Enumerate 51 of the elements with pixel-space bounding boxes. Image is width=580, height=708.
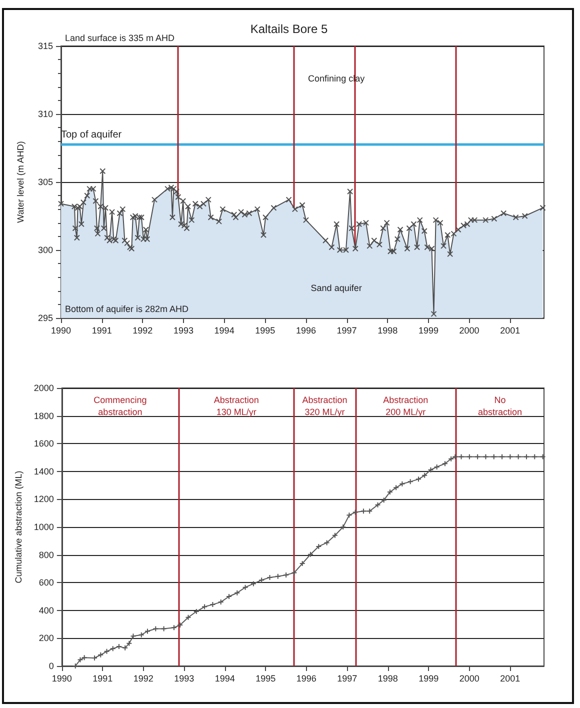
x-tick-label: 1996 xyxy=(296,674,316,684)
x-tick-label: 1991 xyxy=(92,326,112,336)
x-tick-label: 1997 xyxy=(336,326,357,336)
annotation: Abstraction 130 ML/yr xyxy=(214,395,259,417)
annotation: Abstraction 200 ML/yr xyxy=(383,395,428,417)
x-tick-label: 1992 xyxy=(132,326,153,336)
chart-title: Kaltails Bore 5 xyxy=(250,22,328,36)
y-tick-label: 315 xyxy=(38,41,53,51)
x-tick-label: 1997 xyxy=(337,674,358,684)
x-tick-label: 1995 xyxy=(255,326,276,336)
x-tick-label: 2000 xyxy=(459,326,480,336)
y-axis-title: Water level (m AHD) xyxy=(16,141,26,223)
x-tick-label: 1998 xyxy=(378,674,398,684)
x-tick-label: 1993 xyxy=(174,674,194,684)
y-tick-label: 400 xyxy=(38,605,54,616)
y-axis-title: Cumulative abstraction (ML) xyxy=(14,470,24,584)
y-tick-label: 310 xyxy=(38,109,53,119)
annotation: Commencing abstraction xyxy=(94,395,147,417)
text: Land surface is 335 m AHD xyxy=(65,33,176,43)
x-tick-label: 1998 xyxy=(378,326,398,336)
y-tick-label: 305 xyxy=(38,177,53,187)
y-tick-label: 200 xyxy=(38,633,54,644)
x-tick-label: 1994 xyxy=(214,674,235,684)
y-tick-label: 295 xyxy=(38,313,53,323)
annotation: No abstraction xyxy=(478,395,522,417)
y-tick-label: 0 xyxy=(48,661,54,671)
x-tick-label: 2001 xyxy=(500,326,520,336)
y-tick-label: 2000 xyxy=(34,383,54,393)
x-tick-label: 1993 xyxy=(173,326,194,336)
x-tick-label: 1996 xyxy=(296,326,316,336)
x-tick-label: 2001 xyxy=(500,674,520,684)
annotation: Bottom of aquifer is 282m AHD xyxy=(65,304,190,314)
x-tick-label: 1990 xyxy=(52,674,72,684)
annotation: Sand aquifer xyxy=(310,283,362,294)
y-tick-label: 1000 xyxy=(34,522,54,532)
x-tick-label: 1995 xyxy=(256,674,276,684)
y-tick-label: 600 xyxy=(38,578,54,588)
y-tick-label: 1600 xyxy=(34,438,54,449)
x-tick-label: 1999 xyxy=(418,326,438,336)
y-tick-label: 1800 xyxy=(34,410,54,421)
x-tick-label: 2000 xyxy=(459,674,480,684)
x-tick-label: 1999 xyxy=(418,674,439,684)
y-tick-label: 300 xyxy=(38,245,53,255)
x-tick-label: 1992 xyxy=(133,674,154,684)
x-tick-label: 1991 xyxy=(92,674,113,684)
x-tick-label: 1994 xyxy=(214,326,234,336)
annotation: Abstraction 320 ML/yr xyxy=(302,395,348,417)
y-tick-label: 1200 xyxy=(34,494,54,504)
y-tick-label: 1400 xyxy=(34,466,54,476)
y-tick-label: 800 xyxy=(38,550,54,560)
x-tick-label: 1990 xyxy=(50,326,72,336)
